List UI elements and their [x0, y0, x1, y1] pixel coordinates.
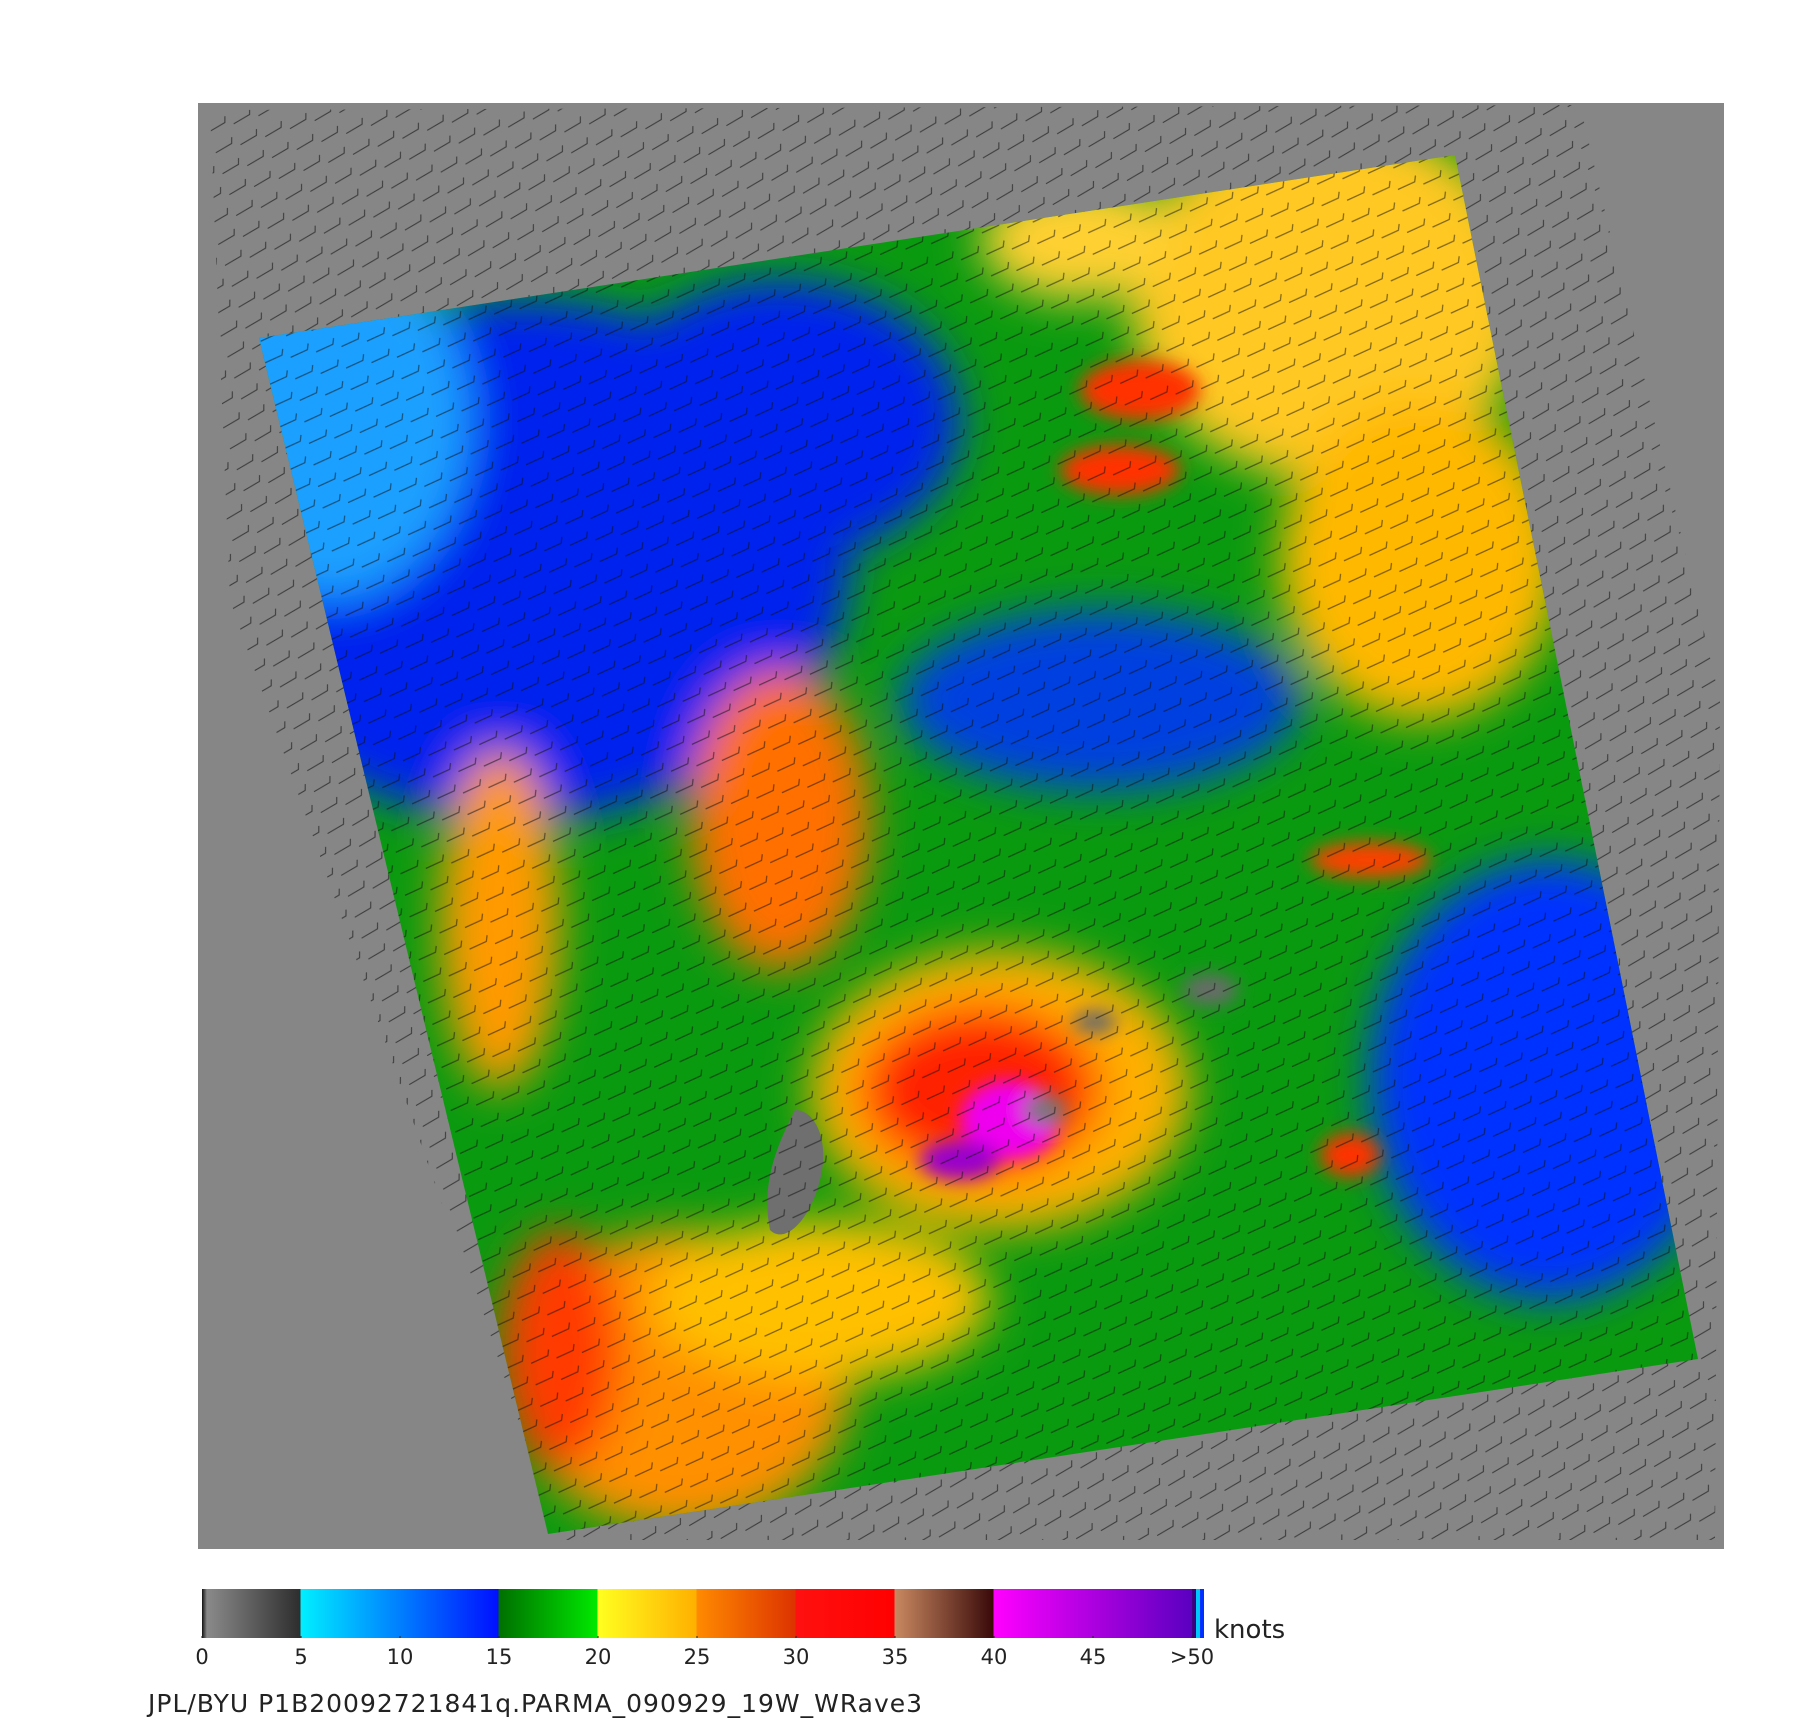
colorbar-end — [1192, 1589, 1196, 1638]
colorbar-tick-label: 30 — [783, 1645, 810, 1669]
colorbar-tick-label: 40 — [981, 1645, 1008, 1669]
colorbar-tick-label: 25 — [684, 1645, 711, 1669]
colorbar-tick-label: 20 — [585, 1645, 612, 1669]
colorbar-tick-label: 5 — [294, 1645, 307, 1669]
colorbar-tick-label: 15 — [486, 1645, 513, 1669]
colorbar-unit: knots — [1214, 1615, 1285, 1645]
colorbar-ramp — [202, 1589, 1192, 1638]
colorbar-tick-label: 0 — [195, 1645, 208, 1669]
colorbar: knots 0 5 10 15 20 25 30 35 40 45 >50 — [195, 1589, 1285, 1669]
colorbar-end — [1200, 1589, 1204, 1638]
colorbar-tick-label: >50 — [1170, 1645, 1214, 1669]
colorbar-tick-label: 45 — [1080, 1645, 1107, 1669]
colorbar-end — [1196, 1589, 1200, 1638]
colorbar-tick-label: 10 — [387, 1645, 414, 1669]
colorbar-tick-label: 35 — [882, 1645, 909, 1669]
wind-swath — [259, 155, 1698, 1534]
caption: JPL/BYU P1B20092721841q.PARMA_090929_19W… — [146, 1689, 923, 1718]
map — [198, 103, 1724, 1549]
